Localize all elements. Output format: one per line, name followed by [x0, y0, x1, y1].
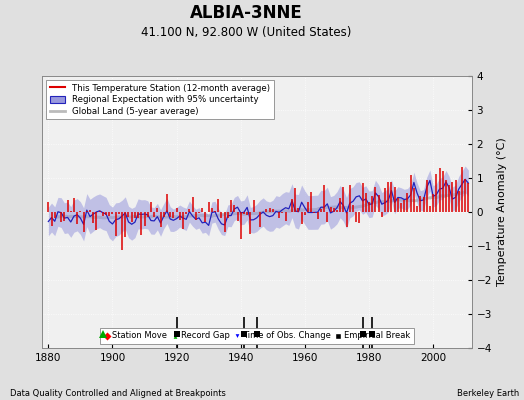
- Y-axis label: Temperature Anomaly (°C): Temperature Anomaly (°C): [497, 138, 507, 286]
- Text: ALBIA-3NNE: ALBIA-3NNE: [190, 4, 303, 22]
- Legend: Station Move, Record Gap, Time of Obs. Change, Empirical Break: Station Move, Record Gap, Time of Obs. C…: [100, 328, 413, 344]
- Text: 41.100 N, 92.800 W (United States): 41.100 N, 92.800 W (United States): [141, 26, 352, 39]
- Text: Data Quality Controlled and Aligned at Breakpoints: Data Quality Controlled and Aligned at B…: [10, 389, 226, 398]
- Text: Berkeley Earth: Berkeley Earth: [456, 389, 519, 398]
